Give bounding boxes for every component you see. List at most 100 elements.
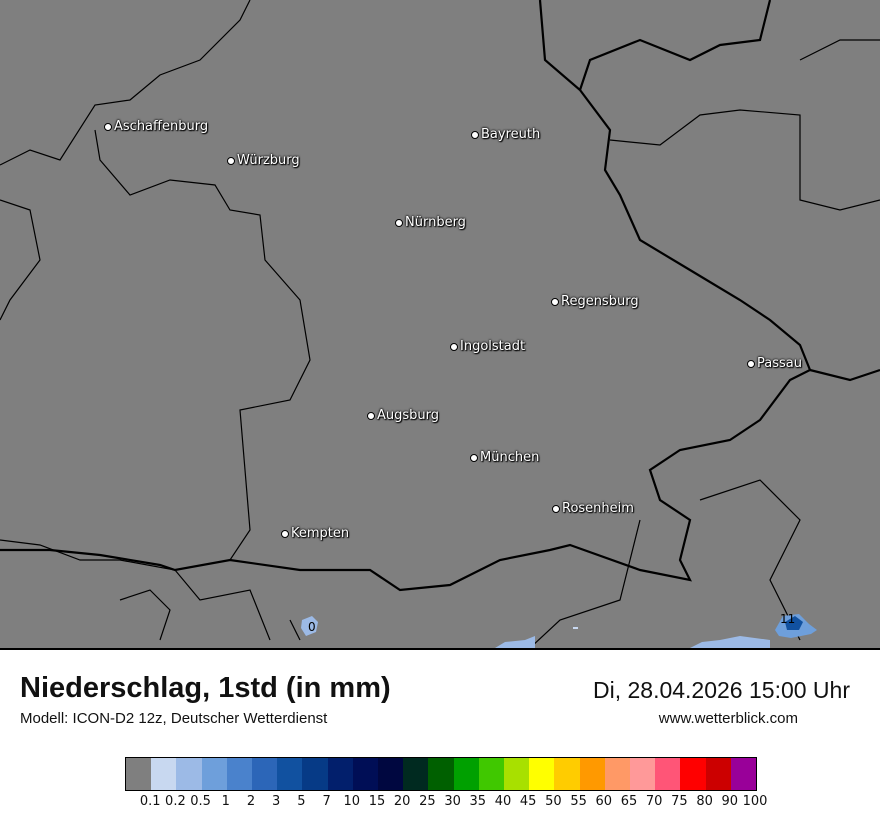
legend-tick-label: 75	[671, 794, 688, 809]
precipitation-map[interactable]: 0 11 Aschaffenburg Würzburg Bayreuth Nürnbe…	[0, 0, 880, 650]
value-label: 11	[780, 612, 796, 626]
legend-swatch	[478, 758, 505, 790]
city-marker: Regensburg	[551, 294, 639, 309]
city-dot-icon	[747, 359, 755, 368]
legend-tick-label: 1	[221, 794, 230, 809]
legend-swatch	[655, 758, 681, 790]
map-title: Niederschlag, 1std (in mm)	[20, 672, 391, 704]
legend-tick-label: 55	[570, 794, 587, 809]
legend-tick-label: 65	[620, 794, 638, 809]
legend-tick-label: 25	[419, 794, 436, 809]
legend-tick-label: 35	[469, 794, 487, 809]
legend-tick-label: 3	[272, 794, 281, 809]
country-border	[609, 109, 880, 211]
legend-tick-label: 40	[494, 794, 512, 809]
legend-tick-label: 70	[645, 794, 663, 809]
city-dot-icon	[367, 411, 375, 420]
country-border	[809, 368, 880, 382]
city-label: Nürnberg	[405, 215, 466, 230]
legend-tick-label: 90	[721, 794, 739, 809]
city-dot-icon	[471, 130, 479, 139]
country-border	[799, 39, 880, 61]
city-marker: Kempten	[281, 526, 349, 541]
country-border	[0, 0, 812, 592]
precipitation-areas	[301, 614, 817, 648]
legend-swatch	[453, 758, 479, 790]
legend-tick-label: 0.5	[190, 794, 211, 809]
city-marker: München	[470, 450, 539, 465]
legend-tick-label: 20	[393, 794, 411, 809]
city-marker: Aschaffenburg	[104, 119, 208, 134]
model-info: Modell: ICON-D2 12z, Deutscher Wetterdie…	[20, 710, 328, 727]
borders	[0, 0, 880, 648]
legend-tick-label: 100	[742, 794, 768, 809]
legend-swatch	[403, 758, 429, 790]
city-dot-icon	[395, 218, 403, 227]
country-border	[529, 519, 641, 648]
legend-swatch	[529, 758, 555, 790]
city-dot-icon	[281, 529, 289, 538]
state-border	[94, 129, 311, 571]
city-label: Bayreuth	[481, 127, 541, 142]
country-border	[289, 619, 301, 641]
city-marker: Passau	[747, 356, 802, 371]
legend-swatch	[226, 758, 253, 790]
website-link[interactable]: www.wetterblick.com	[658, 710, 798, 727]
legend-swatch	[302, 758, 328, 790]
legend-swatch	[126, 758, 152, 790]
city-label: Aschaffenburg	[114, 119, 209, 134]
city-dot-icon	[551, 297, 559, 306]
legend-swatch	[579, 758, 605, 790]
city-label: Würzburg	[237, 153, 300, 168]
city-marker: Würzburg	[227, 153, 300, 168]
legend-swatch	[378, 758, 404, 790]
legend-tick-label: 50	[545, 794, 562, 809]
legend-swatch	[630, 758, 656, 790]
legend-tick-label: 2	[246, 794, 256, 809]
legend-swatch	[201, 758, 227, 790]
legend-swatch	[705, 758, 731, 790]
city-label: Ingolstadt	[460, 339, 526, 354]
city-marker: Nürnberg	[395, 215, 466, 230]
legend-tick-label: 0.2	[165, 794, 186, 809]
city-marker: Ingolstadt	[450, 339, 525, 354]
city-marker: Bayreuth	[471, 127, 540, 142]
country-border	[578, 0, 772, 91]
legend-swatch	[327, 758, 353, 790]
city-dot-icon	[104, 122, 112, 131]
city-dot-icon	[450, 342, 458, 351]
legend-tick-label: 80	[696, 794, 713, 809]
legend-swatch	[277, 758, 303, 790]
legend-swatch	[151, 758, 177, 790]
legend-tick-label: 45	[519, 794, 537, 809]
city-dot-icon	[227, 156, 235, 165]
city-dot-icon	[470, 453, 478, 462]
legend-swatch	[730, 758, 757, 790]
legend-tick-label: 5	[297, 794, 306, 809]
legend-ticks: 0.1 0.2 0.5 1 2 3 5 7 10 15 20 25 30 35 40 45 50 55 60 65 70…	[125, 792, 768, 822]
state-border	[0, 539, 271, 641]
legend-swatch	[604, 758, 631, 790]
legend-swatch	[252, 758, 278, 790]
legend-swatch	[176, 758, 202, 790]
state-border	[0, 0, 251, 166]
value-label: 0	[308, 620, 316, 634]
state-border	[0, 199, 41, 321]
legend-tick-label: 7	[322, 794, 331, 809]
forecast-datetime: Di, 28.04.2026 15:00 Uhr	[592, 677, 850, 703]
legend-tick-label: 60	[595, 794, 613, 809]
city-label: Kempten	[291, 526, 350, 541]
legend-swatch	[554, 758, 580, 790]
state-border	[119, 589, 171, 641]
city-label: München	[480, 450, 540, 465]
city-marker: Augsburg	[367, 408, 439, 423]
city-label: Augsburg	[377, 408, 440, 423]
legend-swatch	[504, 758, 530, 790]
legend-tick-label: 15	[368, 794, 386, 809]
city-label: Passau	[757, 356, 802, 371]
legend-swatch	[428, 758, 454, 790]
city-label: Regensburg	[561, 294, 639, 309]
legend-tick-label: 30	[444, 794, 461, 809]
country-border	[699, 479, 801, 641]
legend-swatch	[352, 758, 379, 790]
